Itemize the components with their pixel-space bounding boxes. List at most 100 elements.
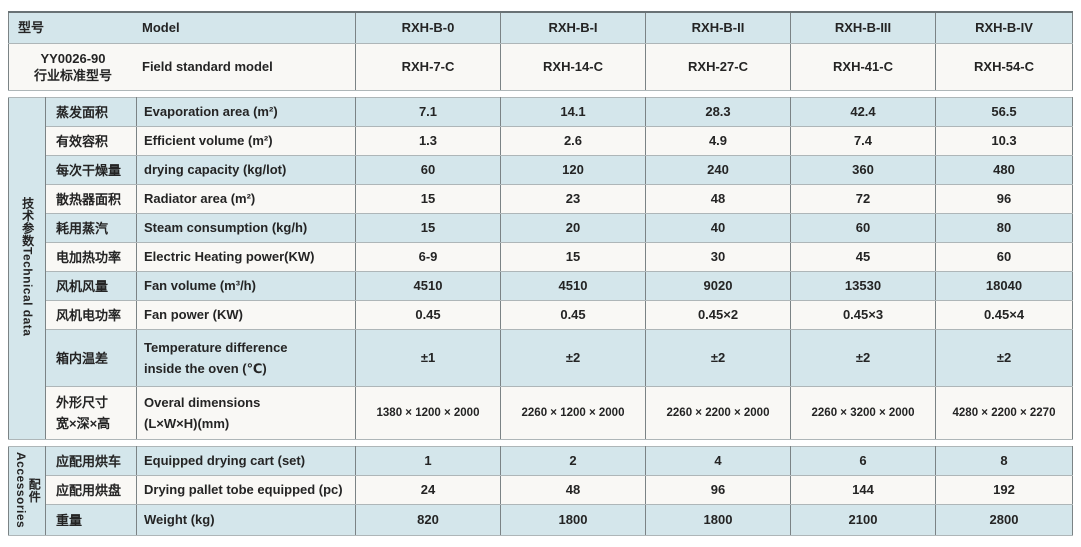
spec-sheet: 型号 Model RXH-B-0 RXH-B-I RXH-B-II RXH-B-… bbox=[8, 11, 1073, 536]
group-accessories-en: Accessories bbox=[14, 452, 28, 529]
value-cell: 13530 bbox=[790, 270, 936, 301]
row-label-en: Drying pallet tobe equipped (pc) bbox=[136, 474, 356, 505]
row-label-en: Equipped drying cart (set) bbox=[136, 445, 356, 476]
value-cell: 820 bbox=[355, 503, 501, 536]
standard-row-label-cell: YY0026-90 行业标准型号 Field standard model bbox=[8, 42, 356, 91]
group-technical-data: 技术参数Technical data bbox=[8, 96, 46, 440]
label-line: (L×W×H)(mm) bbox=[144, 415, 230, 431]
row-label-cn: 电加热功率 bbox=[45, 241, 137, 272]
row-label-en: Fan power (KW) bbox=[136, 299, 356, 330]
group-accessories: Accessories 配件 bbox=[8, 445, 46, 536]
label-line: Overal dimensions bbox=[144, 394, 261, 410]
label-line: Temperature difference bbox=[144, 339, 288, 355]
value-cell: 2800 bbox=[935, 503, 1073, 536]
label-line: 宽×深×高 bbox=[56, 415, 111, 431]
row-drying-cart: Accessories 配件 应配用烘车 Equipped drying car… bbox=[8, 445, 1073, 536]
value-cell: 8 bbox=[935, 445, 1073, 476]
value-cell: 45 bbox=[790, 241, 936, 272]
row-label-en: Evaporation area (m²) bbox=[136, 96, 356, 127]
value-cell: 2260 × 2200 × 2000 bbox=[645, 385, 791, 440]
value-cell: 9020 bbox=[645, 270, 791, 301]
value-cell: 42.4 bbox=[790, 96, 936, 127]
value-cell: ±2 bbox=[645, 328, 791, 387]
label-line: 外形尺寸 bbox=[56, 394, 109, 410]
value-cell: 4.9 bbox=[645, 125, 791, 156]
row-label-cn: 应配用烘车 bbox=[45, 445, 137, 476]
value-cell: 23 bbox=[500, 183, 646, 214]
value-cell: 4 bbox=[645, 445, 791, 476]
row-drying-pallet: 应配用烘盘 Drying pallet tobe equipped (pc) 2… bbox=[9, 474, 1073, 505]
value-cell: 7.1 bbox=[355, 96, 501, 127]
model-row-label: 型号 Model bbox=[10, 19, 355, 36]
standard-label-cn-text: 行业标准型号 bbox=[33, 67, 112, 83]
row-label-cn: 有效容积 bbox=[45, 125, 137, 156]
value-cell: 0.45 bbox=[355, 299, 501, 330]
row-label-cn: 外形尺寸 宽×深×高 bbox=[45, 385, 137, 440]
row-temperature-difference: 箱内温差 Temperature difference inside the o… bbox=[9, 328, 1073, 387]
group-technical-label: 技术参数Technical data bbox=[20, 197, 35, 336]
value-cell: 2100 bbox=[790, 503, 936, 536]
row-label-en: drying capacity (kg/lot) bbox=[136, 154, 356, 185]
row-field-standard-model: YY0026-90 行业标准型号 Field standard model RX… bbox=[8, 42, 1073, 91]
value-cell: 240 bbox=[645, 154, 791, 185]
model-label-en: Model bbox=[142, 20, 180, 36]
value-cell: 40 bbox=[645, 212, 791, 243]
value-cell: 4510 bbox=[355, 270, 501, 301]
model-name: RXH-B-I bbox=[500, 11, 646, 44]
value-cell: 4510 bbox=[500, 270, 646, 301]
row-label-en: Radiator area (m²) bbox=[136, 183, 356, 214]
value-cell: 18040 bbox=[935, 270, 1073, 301]
standard-model-name: RXH-54-C bbox=[935, 42, 1073, 91]
value-cell: 1800 bbox=[500, 503, 646, 536]
row-drying-capacity: 每次干燥量 drying capacity (kg/lot) 60 120 24… bbox=[9, 154, 1073, 185]
value-cell: 60 bbox=[790, 212, 936, 243]
value-cell: 96 bbox=[935, 183, 1073, 214]
spec-table-header: 型号 Model RXH-B-0 RXH-B-I RXH-B-II RXH-B-… bbox=[8, 11, 1073, 91]
standard-label-cn: YY0026-90 行业标准型号 bbox=[10, 50, 138, 84]
group-accessories-cn: 配件 bbox=[27, 478, 42, 503]
value-cell: 60 bbox=[355, 154, 501, 185]
row-label-cn: 箱内温差 bbox=[45, 328, 137, 387]
value-cell: 15 bbox=[355, 212, 501, 243]
value-cell: 30 bbox=[645, 241, 791, 272]
standard-model-name: RXH-41-C bbox=[790, 42, 936, 91]
spec-table-technical: 技术参数Technical data 蒸发面积 Evaporation area… bbox=[8, 96, 1073, 440]
row-label-cn: 散热器面积 bbox=[45, 183, 137, 214]
value-cell: 10.3 bbox=[935, 125, 1073, 156]
row-label-cn: 风机风量 bbox=[45, 270, 137, 301]
value-cell: 144 bbox=[790, 474, 936, 505]
row-steam-consumption: 耗用蒸汽 Steam consumption (kg/h) 15 20 40 6… bbox=[9, 212, 1073, 243]
row-label-cn: 风机电功率 bbox=[45, 299, 137, 330]
value-cell: 120 bbox=[500, 154, 646, 185]
value-cell: 15 bbox=[500, 241, 646, 272]
row-label-en: Fan volume (m³/h) bbox=[136, 270, 356, 301]
row-label-en: Weight (kg) bbox=[136, 503, 356, 536]
value-cell: 1.3 bbox=[355, 125, 501, 156]
value-cell: 2260 × 1200 × 2000 bbox=[500, 385, 646, 440]
row-evaporation-area: 技术参数Technical data 蒸发面积 Evaporation area… bbox=[8, 96, 1073, 440]
row-label-en: Overal dimensions (L×W×H)(mm) bbox=[136, 385, 356, 440]
row-label-cn: 应配用烘盘 bbox=[45, 474, 137, 505]
standard-model-name: RXH-7-C bbox=[355, 42, 501, 91]
spec-table-accessories: Accessories 配件 应配用烘车 Equipped drying car… bbox=[8, 445, 1073, 536]
value-cell: ±1 bbox=[355, 328, 501, 387]
value-cell: 28.3 bbox=[645, 96, 791, 127]
row-label-cn: 蒸发面积 bbox=[45, 96, 137, 127]
row-label-en: Steam consumption (kg/h) bbox=[136, 212, 356, 243]
value-cell: 0.45×2 bbox=[645, 299, 791, 330]
value-cell: 1 bbox=[355, 445, 501, 476]
standard-code: YY0026-90 bbox=[40, 50, 106, 66]
row-label-cn: 重量 bbox=[45, 503, 137, 536]
value-cell: 72 bbox=[790, 183, 936, 214]
standard-label-en: Field standard model bbox=[142, 59, 273, 74]
value-cell: ±2 bbox=[500, 328, 646, 387]
row-label-cn: 每次干燥量 bbox=[45, 154, 137, 185]
model-name: RXH-B-0 bbox=[355, 11, 501, 44]
value-cell: 2 bbox=[500, 445, 646, 476]
row-fan-power: 风机电功率 Fan power (KW) 0.45 0.45 0.45×2 0.… bbox=[9, 299, 1073, 330]
row-fan-volume: 风机风量 Fan volume (m³/h) 4510 4510 9020 13… bbox=[9, 270, 1073, 301]
group-accessories-label: Accessories 配件 bbox=[10, 447, 45, 534]
value-cell: 48 bbox=[645, 183, 791, 214]
value-cell: ±2 bbox=[790, 328, 936, 387]
model-name: RXH-B-III bbox=[790, 11, 936, 44]
